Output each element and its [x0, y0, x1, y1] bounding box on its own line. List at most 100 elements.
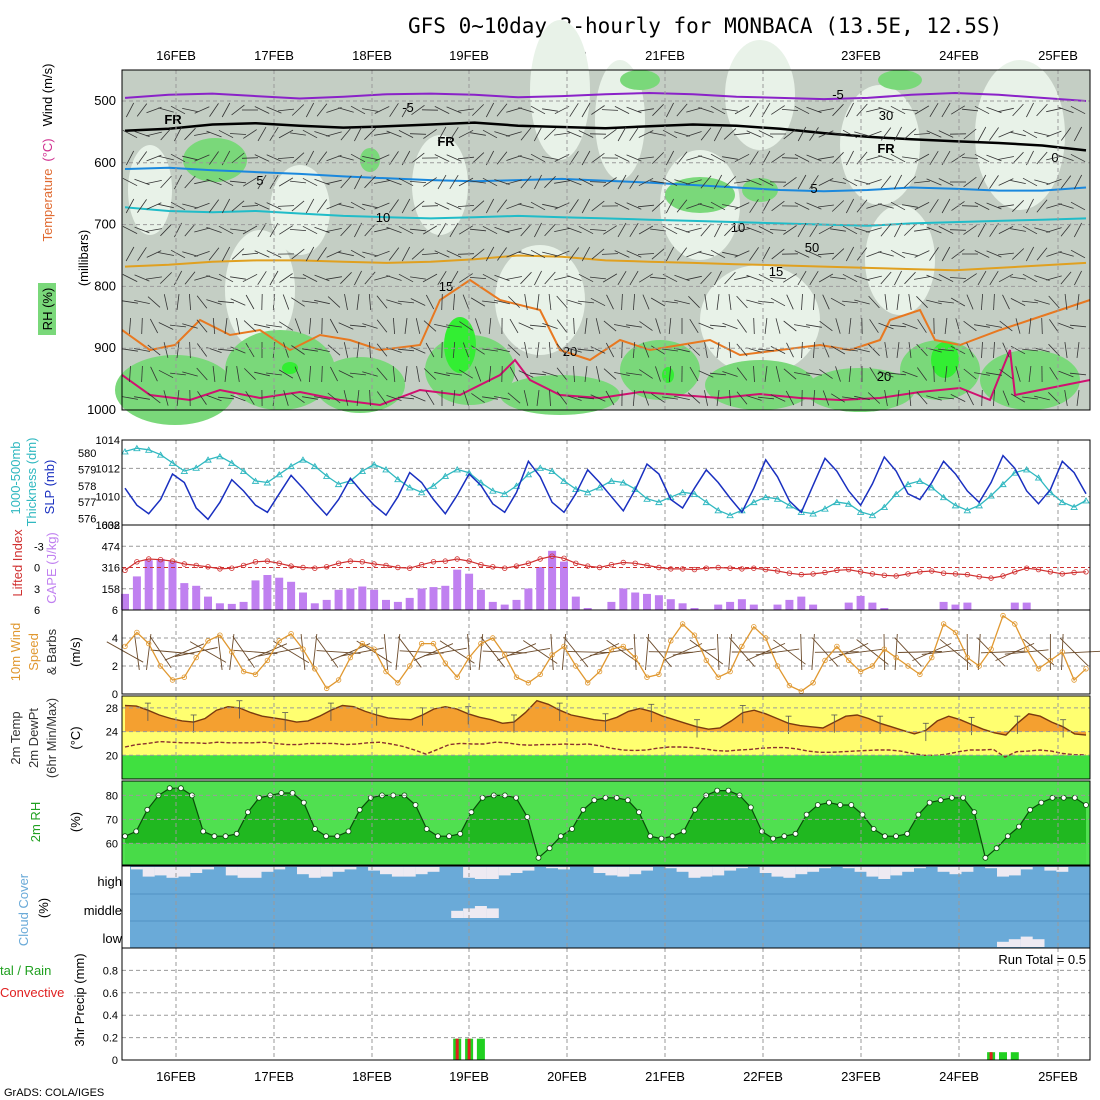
- wind-barb: [966, 342, 974, 358]
- wind-barb: [257, 222, 267, 238]
- thickness-point: [1058, 498, 1067, 506]
- wind-barb: [389, 103, 399, 117]
- wind-barb: [122, 129, 138, 139]
- thickness-point: [583, 488, 592, 496]
- wind-barb: [410, 298, 426, 306]
- wind-barb: [629, 127, 639, 141]
- lifted-index-point: [335, 560, 342, 566]
- wind-barb: [724, 176, 736, 188]
- isotherm-line: [121, 278, 1091, 362]
- cape-bar: [512, 599, 521, 610]
- wind-barb: [1048, 295, 1060, 309]
- wind-barb: [257, 174, 267, 190]
- wind-barb: [914, 228, 930, 232]
- wind-barb: [494, 299, 510, 305]
- wind-barb: [663, 643, 703, 661]
- wind-barb: [998, 252, 1014, 256]
- wind-barb: [629, 175, 639, 189]
- wind-barb: [496, 199, 508, 213]
- wind-barb: [474, 366, 482, 382]
- wind-barb: [1060, 223, 1072, 237]
- wind-barb: [356, 640, 392, 664]
- cloud-cell: [166, 867, 179, 878]
- wind-barb: [867, 392, 881, 404]
- wind-barb: [542, 371, 558, 377]
- wind-barb: [602, 273, 618, 283]
- wind-barb: [434, 202, 450, 210]
- wind-barb: [230, 346, 246, 354]
- rh-point: [870, 826, 877, 832]
- isotherm-line: [124, 91, 1087, 102]
- temp-label-d: (°C): [68, 726, 83, 749]
- wind-barb: [291, 297, 305, 307]
- wind-barb: [291, 345, 305, 355]
- wind-barb: [704, 342, 708, 358]
- lifted-index-point: [893, 573, 899, 579]
- wind-barb: [782, 273, 798, 283]
- wind-speed-point: [240, 668, 247, 675]
- wind-barb: [425, 342, 435, 358]
- wind-barb: [926, 130, 942, 138]
- wind-barb: [565, 650, 610, 654]
- cloud-cell: [771, 867, 784, 877]
- wind-barb: [1010, 228, 1026, 232]
- wind-speed-point: [205, 638, 211, 644]
- cape-bar: [939, 601, 948, 610]
- wind-barb: [974, 202, 990, 210]
- wind-barb: [746, 130, 762, 138]
- lifted-index-point: [632, 560, 638, 566]
- wind-barb: [350, 249, 366, 259]
- wind-barb: [771, 153, 785, 163]
- top-date-label: 24FEB: [939, 48, 979, 63]
- wind-barb: [404, 318, 408, 334]
- wind-barb: [392, 365, 396, 383]
- cape-bar: [417, 588, 426, 610]
- wind-barb: [534, 270, 542, 286]
- lifted-index-point: [917, 569, 923, 575]
- rh-moist-region: [805, 368, 915, 412]
- cloud-cell: [735, 867, 748, 869]
- wind-barb: [257, 647, 301, 657]
- thickness-point: [1034, 474, 1043, 481]
- top-date-label: 21FEB: [645, 48, 685, 63]
- wind-barb: [170, 249, 186, 259]
- wind-barb: [573, 317, 575, 335]
- rh-dry-region: [270, 165, 330, 255]
- wind-speed-point: [976, 663, 982, 669]
- wind-barb: [894, 270, 902, 286]
- wind-barb: [566, 226, 582, 234]
- rh-point: [636, 809, 642, 816]
- wind-barb: [758, 178, 774, 186]
- wind-barb: [981, 293, 983, 311]
- wind-barb: [196, 295, 208, 309]
- cloud-cell: [225, 867, 238, 876]
- wind-barb: [998, 156, 1014, 160]
- wind-barb: [674, 179, 690, 185]
- wind-barb: [317, 247, 327, 261]
- wind-barb: [926, 395, 942, 401]
- wind-barb: [217, 396, 235, 400]
- precip-convective-bar: [455, 1038, 459, 1060]
- wind-barb: [733, 132, 751, 136]
- wind-barb: [589, 181, 607, 183]
- wind-barb: [354, 174, 362, 190]
- wind-barb: [446, 154, 462, 162]
- wind-barb: [122, 348, 138, 352]
- wind-barb: [122, 396, 138, 400]
- rh-point: [580, 806, 587, 813]
- cape-bar: [299, 592, 307, 610]
- wind-barb: [710, 105, 726, 115]
- wind-barb: [621, 293, 623, 311]
- thickness-point: [429, 482, 438, 489]
- wind-barb: [518, 107, 534, 113]
- thickness-point: [844, 500, 853, 507]
- wind-speed-line: [124, 614, 1087, 692]
- cape-tick-label: 158: [102, 584, 120, 596]
- wind-barb: [1076, 294, 1080, 310]
- wind-barb: [146, 228, 162, 232]
- wind-barb: [589, 229, 607, 231]
- wind-barb: [698, 251, 714, 257]
- wind-barb: [1004, 649, 1049, 655]
- wind-barb: [272, 389, 276, 407]
- wind-speed-point: [679, 621, 686, 627]
